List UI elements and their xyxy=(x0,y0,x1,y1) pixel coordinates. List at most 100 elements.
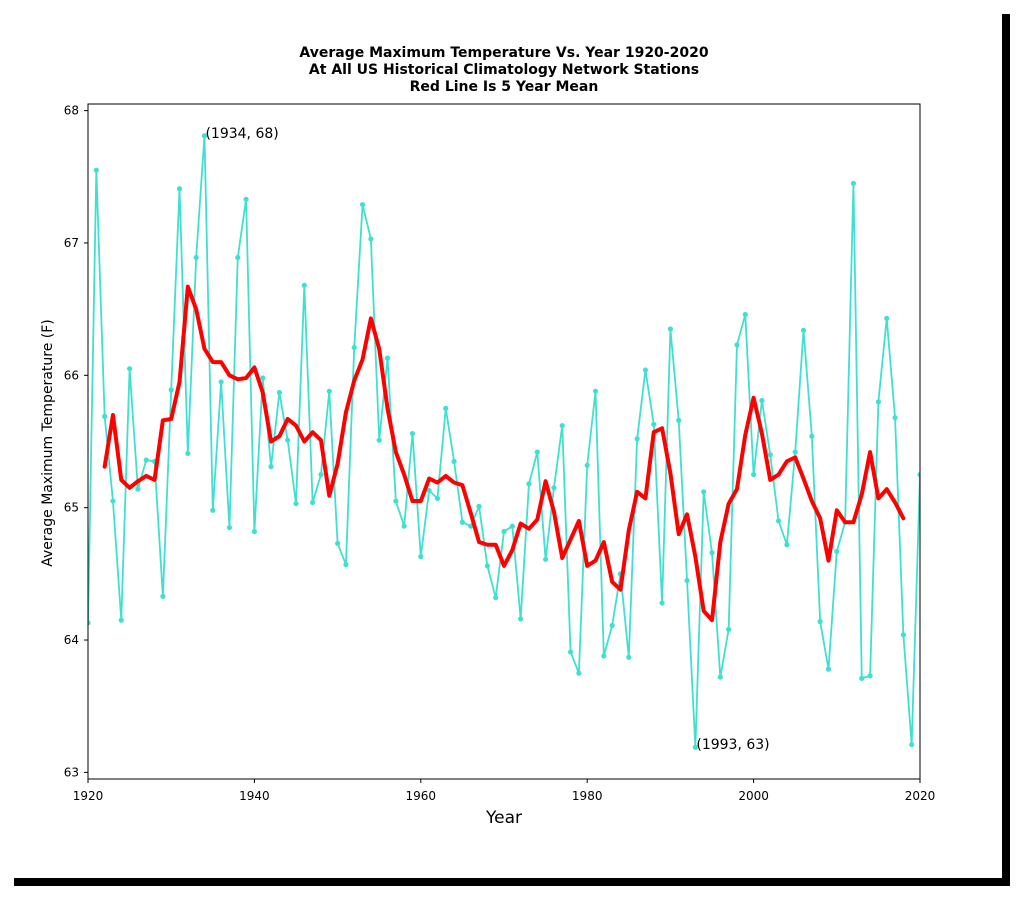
data-point-1975 xyxy=(543,556,549,562)
x-axis-label: Year xyxy=(485,808,522,828)
data-point-2009 xyxy=(825,666,832,672)
data-point-1965 xyxy=(459,519,465,525)
y-tick-label-66: 66 xyxy=(64,368,79,382)
data-point-2000 xyxy=(751,471,757,478)
data-point-2013 xyxy=(859,675,865,682)
data-point-1952 xyxy=(351,344,357,351)
data-point-1947 xyxy=(310,499,316,505)
data-point-1924 xyxy=(118,617,124,623)
data-point-1962 xyxy=(434,495,441,502)
y-tick-label-65: 65 xyxy=(64,501,79,515)
data-point-1994 xyxy=(701,489,707,495)
x-tick-label-1980: 1980 xyxy=(572,789,603,803)
data-point-1948 xyxy=(318,471,324,478)
data-point-2012 xyxy=(850,180,857,187)
data-point-2005 xyxy=(792,449,798,455)
data-point-1934 xyxy=(201,133,208,139)
data-point-1995 xyxy=(709,550,715,556)
data-point-1945 xyxy=(293,501,299,507)
data-point-1941 xyxy=(260,375,266,381)
data-point-1969 xyxy=(493,595,499,601)
data-point-1946 xyxy=(301,282,307,288)
y-tick-label-63: 63 xyxy=(64,765,79,779)
data-point-1997 xyxy=(726,626,732,633)
data-point-1953 xyxy=(359,201,366,208)
data-point-2006 xyxy=(800,327,807,333)
data-point-1967 xyxy=(476,503,482,509)
data-point-1966 xyxy=(468,523,474,529)
data-point-1982 xyxy=(601,653,607,659)
data-point-1938 xyxy=(235,254,241,261)
data-point-2019 xyxy=(909,741,915,748)
data-point-1963 xyxy=(443,405,449,412)
data-point-1998 xyxy=(734,342,740,348)
data-point-1974 xyxy=(534,449,540,455)
data-point-1991 xyxy=(676,417,682,423)
data-point-1968 xyxy=(484,563,490,569)
data-point-1985 xyxy=(626,654,632,660)
data-point-1936 xyxy=(218,379,224,385)
data-point-1921 xyxy=(93,167,99,173)
data-point-1931 xyxy=(176,186,183,192)
data-point-1937 xyxy=(226,524,233,531)
data-point-1990 xyxy=(667,326,674,332)
plot-series xyxy=(88,133,920,750)
data-point-1988 xyxy=(651,421,657,427)
data-point-1956 xyxy=(384,355,391,361)
data-point-2008 xyxy=(817,618,823,625)
data-point-1977 xyxy=(559,423,565,429)
data-point-1961 xyxy=(426,487,432,494)
x-tick-label-1920: 1920 xyxy=(73,789,104,803)
data-point-1932 xyxy=(185,450,191,457)
data-point-1989 xyxy=(659,600,665,606)
frame-background xyxy=(6,6,1002,878)
data-point-1944 xyxy=(285,437,291,443)
data-point-2020 xyxy=(917,471,920,478)
chart-title-line-1: Average Maximum Temperature Vs. Year 192… xyxy=(299,45,708,61)
data-point-1996 xyxy=(717,674,723,680)
data-point-1949 xyxy=(326,388,332,394)
data-point-1976 xyxy=(551,485,557,491)
series-line-5-year-mean xyxy=(102,284,906,623)
data-point-1927 xyxy=(143,457,149,463)
data-point-1943 xyxy=(276,389,282,396)
data-point-1954 xyxy=(368,236,374,242)
data-point-1950 xyxy=(335,540,341,547)
chart-title-line-3: Red Line Is 5 Year Mean xyxy=(410,79,599,95)
y-axis-label: Average Maximum Temperature (F) xyxy=(40,319,56,566)
data-point-1964 xyxy=(451,458,457,464)
y-tick-label-67: 67 xyxy=(64,236,79,250)
data-point-1922 xyxy=(102,413,108,419)
data-point-2001 xyxy=(759,397,765,404)
data-point-1993 xyxy=(692,744,698,750)
data-point-1971 xyxy=(509,523,515,529)
x-tick-label-2020: 2020 xyxy=(905,789,936,803)
data-point-1939 xyxy=(243,196,249,202)
data-point-1978 xyxy=(567,649,574,655)
data-point-1960 xyxy=(418,554,424,560)
plot-annotations: (1934, 68) (1993, 63) xyxy=(205,126,769,753)
data-point-1986 xyxy=(634,436,640,442)
data-point-1925 xyxy=(127,366,133,372)
data-point-2003 xyxy=(775,518,782,524)
data-point-1923 xyxy=(110,498,116,504)
data-point-1972 xyxy=(518,616,524,622)
data-point-2010 xyxy=(834,548,840,554)
x-tick-label-1940: 1940 xyxy=(239,789,270,803)
data-point-1987 xyxy=(642,367,649,373)
data-point-1980 xyxy=(584,462,590,468)
data-point-1979 xyxy=(576,670,582,676)
data-point-1940 xyxy=(251,528,257,535)
data-point-2016 xyxy=(884,315,890,322)
annotation-1934: (1934, 68) xyxy=(205,126,278,142)
data-point-2017 xyxy=(892,415,898,421)
data-point-1955 xyxy=(376,437,382,443)
x-tick-label-1960: 1960 xyxy=(406,789,437,803)
data-point-2014 xyxy=(867,673,873,679)
data-point-1957 xyxy=(393,498,399,504)
data-point-1935 xyxy=(210,507,216,513)
data-point-2007 xyxy=(809,433,815,439)
y-tick-label-68: 68 xyxy=(64,104,79,118)
